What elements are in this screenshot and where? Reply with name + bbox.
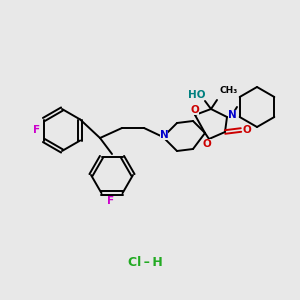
Text: O: O — [190, 105, 200, 115]
Text: N: N — [228, 110, 236, 120]
Text: F: F — [107, 196, 115, 206]
Text: N: N — [160, 130, 168, 140]
Text: O: O — [202, 139, 211, 149]
Text: F: F — [33, 125, 40, 135]
Text: O: O — [243, 125, 251, 135]
Text: Cl – H: Cl – H — [128, 256, 162, 268]
Text: CH₃: CH₃ — [219, 86, 237, 95]
Text: HO: HO — [188, 90, 206, 100]
